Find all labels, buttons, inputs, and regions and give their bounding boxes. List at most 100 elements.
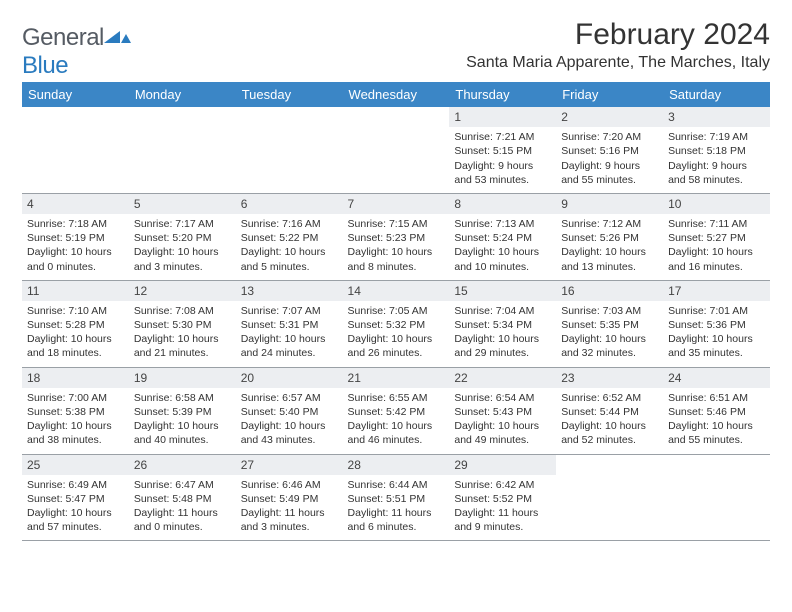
day-daylight1: Daylight: 10 hours bbox=[561, 245, 658, 259]
day-daylight1: Daylight: 10 hours bbox=[348, 419, 445, 433]
calendar-day-cell: 5Sunrise: 7:17 AMSunset: 5:20 PMDaylight… bbox=[129, 193, 236, 280]
day-number: 20 bbox=[236, 368, 343, 388]
day-sunrise: Sunrise: 7:01 AM bbox=[668, 304, 765, 318]
day-number bbox=[22, 107, 129, 127]
calendar-day-cell: 11Sunrise: 7:10 AMSunset: 5:28 PMDayligh… bbox=[22, 280, 129, 367]
calendar-day-cell: 18Sunrise: 7:00 AMSunset: 5:38 PMDayligh… bbox=[22, 367, 129, 454]
day-sunrise: Sunrise: 6:47 AM bbox=[134, 478, 231, 492]
day-sunset: Sunset: 5:23 PM bbox=[348, 231, 445, 245]
day-daylight1: Daylight: 10 hours bbox=[241, 245, 338, 259]
day-sunrise: Sunrise: 6:46 AM bbox=[241, 478, 338, 492]
calendar-day-cell: 12Sunrise: 7:08 AMSunset: 5:30 PMDayligh… bbox=[129, 280, 236, 367]
day-number: 5 bbox=[129, 194, 236, 214]
day-daylight1: Daylight: 9 hours bbox=[668, 159, 765, 173]
logo-word2: Blue bbox=[22, 52, 68, 79]
day-sunset: Sunset: 5:26 PM bbox=[561, 231, 658, 245]
day-daylight2: and 10 minutes. bbox=[454, 260, 551, 274]
calendar-body: 1Sunrise: 7:21 AMSunset: 5:15 PMDaylight… bbox=[22, 107, 770, 541]
day-daylight2: and 8 minutes. bbox=[348, 260, 445, 274]
day-daylight1: Daylight: 10 hours bbox=[454, 245, 551, 259]
calendar-day-cell: 13Sunrise: 7:07 AMSunset: 5:31 PMDayligh… bbox=[236, 280, 343, 367]
day-number: 23 bbox=[556, 368, 663, 388]
day-daylight2: and 58 minutes. bbox=[668, 173, 765, 187]
weekday-monday: Monday bbox=[129, 82, 236, 107]
day-daylight1: Daylight: 10 hours bbox=[454, 419, 551, 433]
day-daylight2: and 6 minutes. bbox=[348, 520, 445, 534]
day-number: 25 bbox=[22, 455, 129, 475]
day-sunset: Sunset: 5:32 PM bbox=[348, 318, 445, 332]
weekday-saturday: Saturday bbox=[663, 82, 770, 107]
weekday-friday: Friday bbox=[556, 82, 663, 107]
calendar-day-cell: 29Sunrise: 6:42 AMSunset: 5:52 PMDayligh… bbox=[449, 454, 556, 541]
day-daylight1: Daylight: 10 hours bbox=[27, 506, 124, 520]
day-sunrise: Sunrise: 7:16 AM bbox=[241, 217, 338, 231]
day-number: 7 bbox=[343, 194, 450, 214]
calendar-table: Sunday Monday Tuesday Wednesday Thursday… bbox=[22, 82, 770, 541]
day-sunset: Sunset: 5:40 PM bbox=[241, 405, 338, 419]
day-sunrise: Sunrise: 6:51 AM bbox=[668, 391, 765, 405]
calendar-week-row: 25Sunrise: 6:49 AMSunset: 5:47 PMDayligh… bbox=[22, 454, 770, 541]
day-sunset: Sunset: 5:42 PM bbox=[348, 405, 445, 419]
day-daylight1: Daylight: 11 hours bbox=[454, 506, 551, 520]
calendar-day-cell: 19Sunrise: 6:58 AMSunset: 5:39 PMDayligh… bbox=[129, 367, 236, 454]
calendar-header: Sunday Monday Tuesday Wednesday Thursday… bbox=[22, 82, 770, 107]
calendar-day-cell bbox=[236, 107, 343, 193]
day-sunrise: Sunrise: 7:21 AM bbox=[454, 130, 551, 144]
calendar-day-cell bbox=[556, 454, 663, 541]
weekday-wednesday: Wednesday bbox=[343, 82, 450, 107]
day-sunset: Sunset: 5:44 PM bbox=[561, 405, 658, 419]
day-number: 27 bbox=[236, 455, 343, 475]
day-sunset: Sunset: 5:27 PM bbox=[668, 231, 765, 245]
calendar-day-cell: 14Sunrise: 7:05 AMSunset: 5:32 PMDayligh… bbox=[343, 280, 450, 367]
day-number bbox=[236, 107, 343, 127]
calendar-day-cell: 1Sunrise: 7:21 AMSunset: 5:15 PMDaylight… bbox=[449, 107, 556, 193]
calendar-day-cell: 10Sunrise: 7:11 AMSunset: 5:27 PMDayligh… bbox=[663, 193, 770, 280]
day-sunrise: Sunrise: 7:03 AM bbox=[561, 304, 658, 318]
day-sunset: Sunset: 5:39 PM bbox=[134, 405, 231, 419]
weekday-thursday: Thursday bbox=[449, 82, 556, 107]
day-sunrise: Sunrise: 7:19 AM bbox=[668, 130, 765, 144]
day-sunset: Sunset: 5:35 PM bbox=[561, 318, 658, 332]
calendar-day-cell bbox=[22, 107, 129, 193]
day-sunrise: Sunrise: 7:04 AM bbox=[454, 304, 551, 318]
day-daylight1: Daylight: 10 hours bbox=[134, 419, 231, 433]
day-sunset: Sunset: 5:34 PM bbox=[454, 318, 551, 332]
calendar-day-cell: 9Sunrise: 7:12 AMSunset: 5:26 PMDaylight… bbox=[556, 193, 663, 280]
day-sunset: Sunset: 5:48 PM bbox=[134, 492, 231, 506]
calendar-day-cell bbox=[343, 107, 450, 193]
day-sunset: Sunset: 5:46 PM bbox=[668, 405, 765, 419]
day-daylight2: and 32 minutes. bbox=[561, 346, 658, 360]
day-number: 19 bbox=[129, 368, 236, 388]
calendar-day-cell: 28Sunrise: 6:44 AMSunset: 5:51 PMDayligh… bbox=[343, 454, 450, 541]
day-number: 24 bbox=[663, 368, 770, 388]
day-daylight2: and 55 minutes. bbox=[668, 433, 765, 447]
day-daylight1: Daylight: 10 hours bbox=[27, 332, 124, 346]
day-number: 3 bbox=[663, 107, 770, 127]
day-sunrise: Sunrise: 7:07 AM bbox=[241, 304, 338, 318]
day-number: 2 bbox=[556, 107, 663, 127]
page-subtitle: Santa Maria Apparente, The Marches, Ital… bbox=[466, 54, 770, 72]
day-daylight1: Daylight: 9 hours bbox=[561, 159, 658, 173]
day-sunset: Sunset: 5:19 PM bbox=[27, 231, 124, 245]
day-sunset: Sunset: 5:51 PM bbox=[348, 492, 445, 506]
day-number: 16 bbox=[556, 281, 663, 301]
calendar-day-cell: 24Sunrise: 6:51 AMSunset: 5:46 PMDayligh… bbox=[663, 367, 770, 454]
day-number: 12 bbox=[129, 281, 236, 301]
calendar-day-cell: 25Sunrise: 6:49 AMSunset: 5:47 PMDayligh… bbox=[22, 454, 129, 541]
calendar-day-cell: 15Sunrise: 7:04 AMSunset: 5:34 PMDayligh… bbox=[449, 280, 556, 367]
day-daylight2: and 18 minutes. bbox=[27, 346, 124, 360]
calendar-day-cell: 8Sunrise: 7:13 AMSunset: 5:24 PMDaylight… bbox=[449, 193, 556, 280]
day-daylight1: Daylight: 10 hours bbox=[561, 419, 658, 433]
calendar-week-row: 11Sunrise: 7:10 AMSunset: 5:28 PMDayligh… bbox=[22, 280, 770, 367]
day-number: 14 bbox=[343, 281, 450, 301]
title-block: February 2024 Santa Maria Apparente, The… bbox=[466, 18, 770, 78]
day-daylight2: and 43 minutes. bbox=[241, 433, 338, 447]
day-daylight2: and 52 minutes. bbox=[561, 433, 658, 447]
day-sunrise: Sunrise: 7:18 AM bbox=[27, 217, 124, 231]
calendar-page: General Blue February 2024 Santa Maria A… bbox=[0, 0, 792, 551]
day-daylight1: Daylight: 10 hours bbox=[134, 332, 231, 346]
day-sunset: Sunset: 5:47 PM bbox=[27, 492, 124, 506]
day-daylight1: Daylight: 11 hours bbox=[134, 506, 231, 520]
day-sunset: Sunset: 5:28 PM bbox=[27, 318, 124, 332]
day-sunrise: Sunrise: 6:44 AM bbox=[348, 478, 445, 492]
